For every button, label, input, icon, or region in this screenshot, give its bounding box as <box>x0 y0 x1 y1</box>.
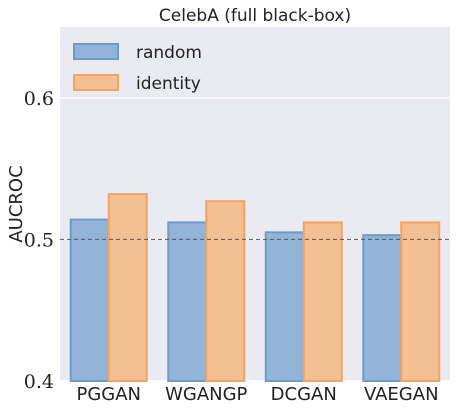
bar-identity-wgangp <box>205 200 246 382</box>
bar-identity-dcgan <box>302 221 343 382</box>
legend-swatch-identity <box>73 74 119 91</box>
bar-identity-pggan <box>107 193 148 382</box>
chart-title: CelebA (full black-box) <box>159 6 351 26</box>
y-tick-labels: 0.4 0.5 0.6 <box>24 88 54 393</box>
x-tick-label: DCGAN <box>271 384 337 405</box>
bar-random-wgangp <box>167 221 208 382</box>
bar-random-dcgan <box>264 231 305 382</box>
x-tick-label: VAEGAN <box>364 384 439 405</box>
legend-label-random: random <box>136 43 202 63</box>
y-tick-label: 0.4 <box>24 371 54 393</box>
legend-swatch-random <box>73 43 119 60</box>
bar-random-vaegan <box>362 234 403 382</box>
y-tick-label: 0.6 <box>24 88 54 110</box>
bars <box>69 193 441 382</box>
x-tick-label: WGANGP <box>165 384 247 405</box>
legend-label-identity: identity <box>136 74 201 94</box>
legend: random identity <box>73 43 202 94</box>
y-axis-label: AUCROC <box>6 165 27 242</box>
bar-random-pggan <box>69 218 110 382</box>
y-tick-label: 0.5 <box>24 229 54 251</box>
bar-identity-vaegan <box>400 221 441 382</box>
x-tick-label: PGGAN <box>76 384 141 405</box>
x-tick-labels: PGGAN WGANGP DCGAN VAEGAN <box>76 384 438 405</box>
